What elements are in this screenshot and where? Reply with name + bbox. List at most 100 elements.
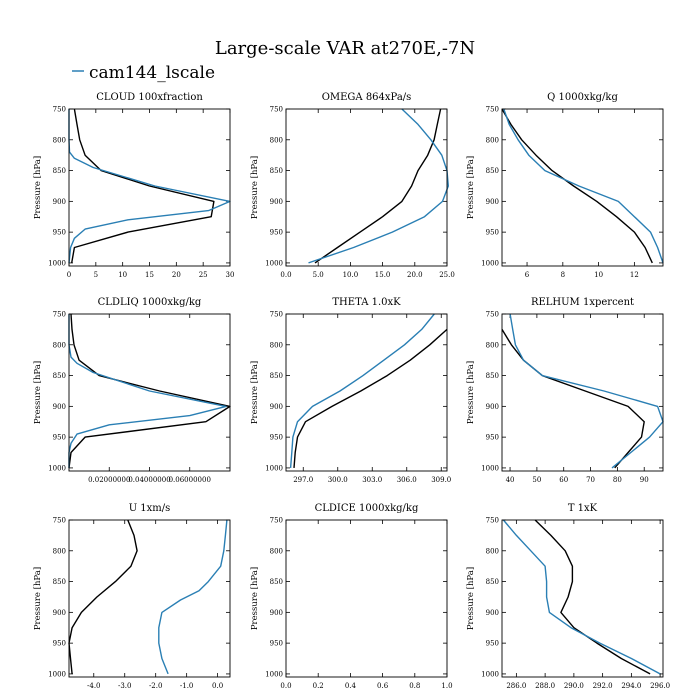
y-tick-label: 750 [53,311,66,319]
y-tick-label: 1000 [265,464,283,472]
x-tick-label: 1.0 [441,682,452,690]
x-tick-label: 8 [561,271,565,279]
y-tick-label: 950 [486,640,499,648]
y-axis-label: Pressure [hPa] [250,156,260,219]
y-axis-label: Pressure [hPa] [466,567,476,630]
panel-9: T 1xK Pressure [hPa] 750 800 850 900 950 1000 28… [466,503,670,690]
series-line-reference [501,329,645,469]
x-tick-label: 0.04000000 [128,476,170,484]
figure-title: Large-scale VAR at270E,-7N [215,38,475,59]
y-tick-label: 800 [486,136,499,144]
panel-title: T 1xK [568,503,598,514]
y-tick-label: 900 [486,609,499,617]
series-line-reference [68,519,138,674]
y-axis-label: Pressure [hPa] [33,567,43,630]
x-tick-label: 60 [559,476,568,484]
y-axis-label: Pressure [hPa] [466,156,476,219]
series-line-reference [314,108,442,264]
y-tick-label: 950 [53,229,66,237]
y-tick-label: 950 [53,640,66,648]
series-line-cam144-lscale [503,108,664,264]
y-tick-label: 950 [53,434,66,442]
x-tick-label: 20.0 [407,271,423,279]
x-tick-label: 70 [586,476,595,484]
x-tick-label: 309.0 [431,476,451,484]
series-line-cam144-lscale [509,313,664,469]
series-line-cam144-lscale [289,313,435,468]
x-tick-label: 50 [532,476,541,484]
y-tick-label: 900 [486,403,499,411]
y-axis-label: Pressure [hPa] [250,567,260,630]
y-tick-label: 750 [486,106,499,114]
y-tick-label: 1000 [481,259,499,267]
y-tick-label: 900 [53,403,66,411]
x-tick-label: 303.0 [362,476,382,484]
x-tick-label: 0.0 [280,271,291,279]
series-line-cam144-lscale [308,108,449,264]
x-tick-label: 80 [613,476,622,484]
x-tick-label: 30 [226,271,235,279]
x-tick-label: 40 [506,476,515,484]
x-tick-label: 297.0 [293,476,313,484]
panel-title: Q 1000xkg/kg [547,92,618,103]
y-tick-label: 1000 [48,259,66,267]
y-tick-label: 900 [270,403,283,411]
y-tick-label: 1000 [48,464,66,472]
series-line-cam144-lscale [502,519,661,675]
y-tick-label: 850 [270,167,283,175]
panel-5: THETA 1.0xK Pressure [hPa] 750 800 850 900 950… [250,297,451,484]
y-tick-label: 800 [53,547,66,555]
y-tick-label: 1000 [265,670,283,678]
x-tick-label: 300.0 [328,476,348,484]
panel-7: U 1xm/s Pressure [hPa] 750 800 850 900 950 1000… [33,503,231,690]
y-tick-label: 1000 [481,670,499,678]
x-tick-label: 290.0 [564,682,584,690]
panel-title: CLOUD 100xfraction [96,92,203,103]
y-tick-label: 850 [53,578,66,586]
x-tick-label: 0.8 [409,682,420,690]
panel-title: CLDLIQ 1000xkg/kg [98,297,202,308]
y-tick-label: 900 [270,198,283,206]
panel-2: OMEGA 864xPa/s Pressure [hPa] 750 800 850 900… [250,92,455,279]
x-tick-label: 0.4 [345,682,357,690]
y-tick-label: 1000 [481,464,499,472]
x-tick-label: 296.0 [650,682,670,690]
x-tick-label: 306.0 [397,476,417,484]
y-axis-label: Pressure [hPa] [33,156,43,219]
panel-title: RELHUM 1xpercent [531,297,634,308]
plot-frame [68,519,231,678]
y-tick-label: 800 [270,136,283,144]
x-tick-label: 6 [525,271,530,279]
legend-label: cam144_lscale [89,63,215,83]
x-tick-label: 0 [67,271,71,279]
y-tick-label: 850 [486,167,499,175]
y-axis-label: Pressure [hPa] [250,361,260,424]
plot-frame [501,108,664,267]
y-tick-label: 950 [270,434,283,442]
x-tick-label: 25 [199,271,208,279]
y-tick-label: 750 [270,517,283,525]
plot-frame [501,313,664,472]
x-tick-label: 5.0 [313,271,324,279]
panel-title: CLDICE 1000xkg/kg [315,503,419,514]
y-tick-label: 850 [270,578,283,586]
series-line-reference [71,108,215,264]
y-tick-label: 850 [53,372,66,380]
y-axis-label: Pressure [hPa] [466,361,476,424]
y-tick-label: 950 [270,640,283,648]
panel-title: THETA 1.0xK [332,297,401,308]
y-tick-label: 850 [270,372,283,380]
x-tick-label: -2.0 [149,682,163,690]
x-tick-label: 294.0 [621,682,641,690]
x-tick-label: 0.0 [212,682,223,690]
series-line-reference [293,328,448,468]
x-tick-label: 10 [594,271,603,279]
y-tick-label: 850 [486,372,499,380]
x-tick-label: 292.0 [593,682,613,690]
series-line-reference [534,519,651,675]
y-tick-label: 900 [270,609,283,617]
x-tick-label: 286.0 [506,682,526,690]
y-tick-label: 750 [53,106,66,114]
panel-8: CLDICE 1000xkg/kg Pressure [hPa] 750 800 850… [250,503,453,690]
